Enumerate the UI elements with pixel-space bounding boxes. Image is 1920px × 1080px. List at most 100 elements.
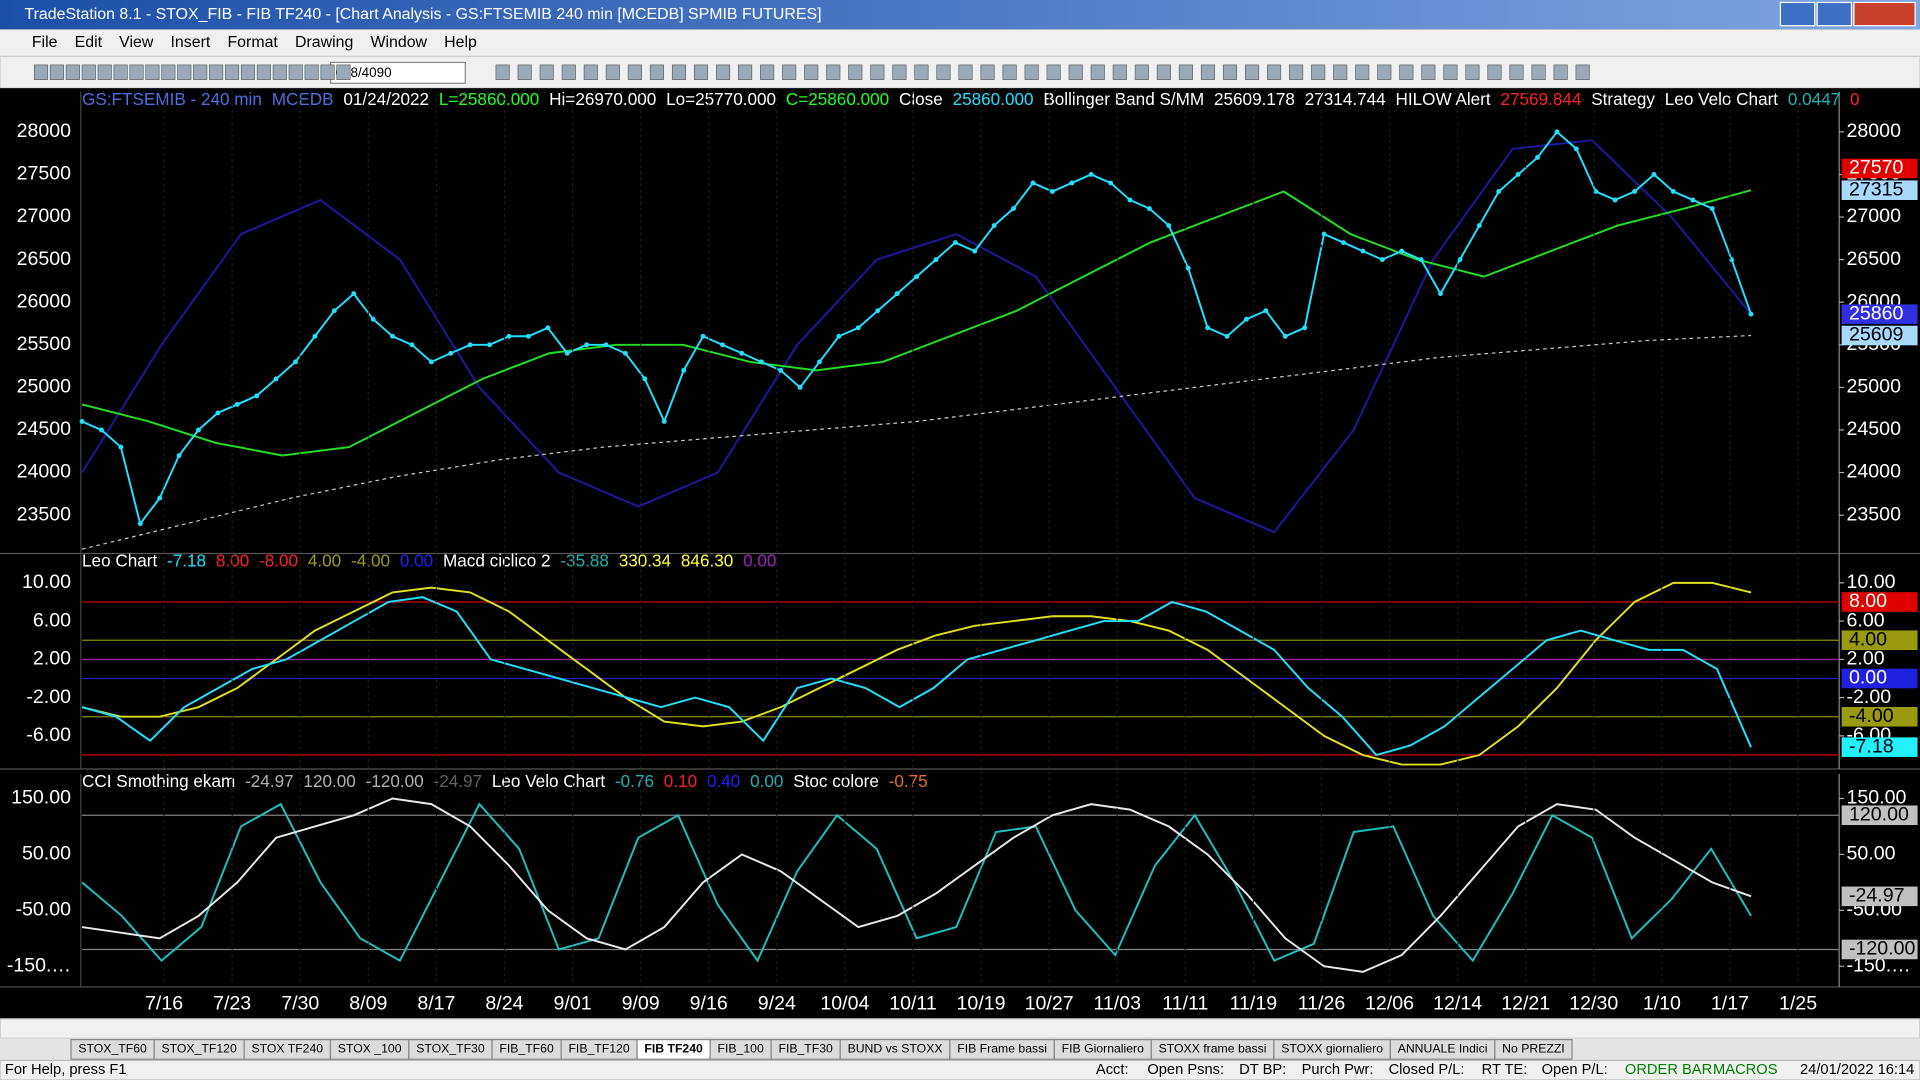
menu-item[interactable]: Format <box>227 34 278 51</box>
maximize-button[interactable] <box>1816 1 1853 27</box>
toolbar-icon[interactable] <box>671 64 687 80</box>
tab-label[interactable]: No PREZZI <box>1502 1042 1565 1056</box>
toolbar-icon[interactable] <box>1112 64 1127 80</box>
toolbar-icon[interactable] <box>1134 64 1149 80</box>
toolbar-icon[interactable] <box>1443 64 1458 80</box>
toolbar-icon[interactable] <box>1245 64 1260 80</box>
toolbar-icon[interactable] <box>1090 64 1105 80</box>
toolbar-icon[interactable] <box>1222 64 1238 80</box>
tab-label[interactable]: FIB_100 <box>718 1042 764 1056</box>
toolbar-icon[interactable] <box>914 64 929 80</box>
menu-item[interactable]: Drawing <box>295 34 353 51</box>
toolbar-icon[interactable] <box>1421 64 1436 80</box>
tab-label[interactable]: STOX TF240 <box>251 1042 323 1056</box>
tab-label[interactable]: STOX_TF30 <box>416 1042 485 1056</box>
toolbar-icon[interactable] <box>1509 64 1524 80</box>
tab-label[interactable]: STOX_TF120 <box>162 1042 237 1056</box>
tab-label[interactable]: FIB_TF30 <box>778 1042 833 1056</box>
menu-item[interactable]: Edit <box>75 34 103 51</box>
toolbar-icon[interactable] <box>65 64 80 80</box>
toolbar-icon[interactable] <box>1200 64 1215 80</box>
toolbar-icon[interactable] <box>517 64 532 80</box>
toolbar-icon[interactable] <box>1377 64 1392 80</box>
menu-item[interactable]: File <box>32 34 58 51</box>
toolbar-icon[interactable] <box>958 64 973 80</box>
toolbar-icon[interactable] <box>1487 64 1502 80</box>
toolbar-icon[interactable] <box>1575 64 1590 80</box>
toolbar-icon[interactable] <box>336 64 351 80</box>
toolbar-icon[interactable] <box>605 64 620 80</box>
menu-item[interactable]: Help <box>444 34 477 51</box>
toolbar-icon[interactable] <box>272 64 287 80</box>
toolbar-icon[interactable] <box>1553 64 1568 80</box>
toolbar-icon[interactable] <box>583 64 598 80</box>
tab[interactable] <box>1494 1038 1573 1060</box>
toolbar-icon[interactable] <box>738 64 753 80</box>
toolbar-icon[interactable] <box>288 64 303 80</box>
toolbar-icon[interactable] <box>1311 64 1326 80</box>
menu-item[interactable]: View <box>119 34 154 51</box>
toolbar-icon[interactable] <box>129 64 144 80</box>
toolbar-icon[interactable] <box>193 64 208 80</box>
toolbar-icon[interactable] <box>870 64 885 80</box>
toolbar-icon[interactable] <box>561 64 576 80</box>
toolbar-icon[interactable] <box>539 64 554 80</box>
toolbar-icon[interactable] <box>1002 64 1017 80</box>
menu-item[interactable]: Insert <box>171 34 211 51</box>
toolbar-icon[interactable] <box>1024 64 1039 80</box>
toolbar-icon[interactable] <box>1289 64 1304 80</box>
toolbar-icon[interactable] <box>495 64 510 80</box>
toolbar-icon[interactable] <box>113 64 128 80</box>
minimize-button[interactable] <box>1779 1 1816 27</box>
toolbar-icon[interactable] <box>804 64 819 80</box>
tab-label[interactable]: FIB TF240 <box>644 1042 703 1056</box>
close-button[interactable] <box>1853 1 1916 27</box>
toolbar-icon[interactable] <box>1399 64 1414 80</box>
scrollbar[interactable] <box>0 1018 1920 1039</box>
toolbar-icon[interactable] <box>161 64 176 80</box>
toolbar-icon[interactable] <box>826 64 841 80</box>
toolbar-icon[interactable] <box>782 64 797 80</box>
toolbar-icon[interactable] <box>1068 64 1083 80</box>
toolbar-icon[interactable] <box>1267 64 1282 80</box>
toolbar-icon[interactable] <box>848 64 863 80</box>
tab-label[interactable]: STOX_TF60 <box>78 1042 147 1056</box>
toolbar-icon[interactable] <box>760 64 775 80</box>
toolbar-icon[interactable] <box>177 64 192 80</box>
toolbar-icon[interactable] <box>716 64 731 80</box>
toolbar-icon[interactable] <box>33 64 49 80</box>
tab-label[interactable]: FIB_TF60 <box>499 1042 554 1056</box>
toolbar-icon[interactable] <box>892 64 907 80</box>
tab-label[interactable]: STOXX giornaliero <box>1281 1042 1383 1056</box>
toolbar-icon[interactable] <box>627 64 642 80</box>
tab-label[interactable]: STOXX frame bassi <box>1159 1042 1267 1056</box>
toolbar-icon[interactable] <box>209 64 224 80</box>
toolbar-icon[interactable] <box>81 64 96 80</box>
toolbar-icon[interactable] <box>320 64 335 80</box>
toolbar-icon[interactable] <box>1333 64 1348 80</box>
toolbar-icon[interactable] <box>1156 64 1171 80</box>
toolbar-icon[interactable] <box>240 64 255 80</box>
tab-label[interactable]: FIB Frame bassi <box>957 1042 1047 1056</box>
tab-label[interactable]: STOX _100 <box>338 1042 402 1056</box>
toolbar-icon[interactable] <box>1178 64 1193 80</box>
toolbar-icon[interactable] <box>304 64 319 80</box>
toolbar-icon[interactable] <box>980 64 995 80</box>
toolbar-icon[interactable] <box>97 64 112 80</box>
tab-label[interactable]: FIB_TF120 <box>568 1042 629 1056</box>
toolbar-icon[interactable] <box>1531 64 1546 80</box>
toolbar-icon[interactable] <box>256 64 271 80</box>
toolbar-icon[interactable] <box>1046 64 1061 80</box>
toolbar-icon[interactable] <box>225 64 240 80</box>
toolbar-icon[interactable] <box>649 64 664 80</box>
toolbar-icon[interactable] <box>1465 64 1480 80</box>
toolbar-icon[interactable] <box>936 64 951 80</box>
toolbar-icon[interactable] <box>145 64 160 80</box>
tab-label[interactable]: FIB Giornaliero <box>1062 1042 1144 1056</box>
tab-label[interactable]: BUND vs STOXX <box>848 1042 943 1056</box>
toolbar-icon[interactable] <box>1355 64 1370 80</box>
tab-label[interactable]: ANNUALE Indici <box>1398 1042 1488 1056</box>
toolbar-icon[interactable] <box>49 64 64 80</box>
toolbar-icon[interactable] <box>693 64 709 80</box>
menu-item[interactable]: Window <box>370 34 427 51</box>
